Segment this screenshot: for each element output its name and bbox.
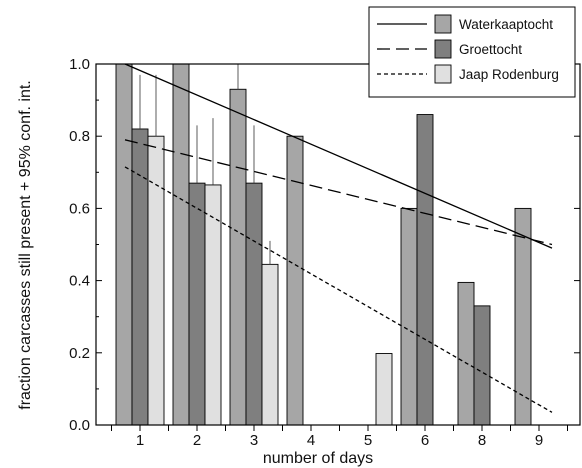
bar	[473, 305, 491, 426]
bars-layer	[115, 63, 532, 426]
bar	[188, 182, 206, 426]
x-tick-label: 2	[193, 432, 201, 449]
bar	[400, 207, 418, 426]
legend-color-swatch	[434, 39, 452, 59]
bar	[172, 63, 190, 426]
y-tick-label: 0.8	[69, 128, 90, 145]
bar	[375, 353, 393, 426]
x-tick-label: 8	[478, 432, 486, 449]
legend-color-swatch	[434, 64, 452, 84]
x-tick-label: 6	[421, 432, 429, 449]
x-tick-label: 5	[364, 432, 372, 449]
bar	[261, 263, 279, 426]
x-tick-label: 1	[136, 432, 144, 449]
bar	[147, 135, 165, 426]
plot-frame	[95, 63, 581, 426]
legend-label: Jaap Rodenburg	[459, 67, 559, 82]
y-tick-label: 0.2	[69, 345, 90, 362]
bar	[416, 114, 434, 426]
x-tick-label: 9	[535, 432, 543, 449]
legend-color-swatch	[434, 14, 452, 34]
x-axis: 1 2 3 4 5 6 8 9	[111, 425, 568, 449]
bar	[245, 182, 263, 426]
legend: Waterkaaptocht Groettocht Jaap Rodenburg	[368, 6, 576, 98]
bar	[286, 135, 304, 426]
trend-line	[124, 166, 553, 413]
y-tick-label: 0.6	[69, 200, 90, 217]
legend-label: Waterkaaptocht	[459, 17, 553, 32]
bar	[457, 281, 475, 426]
y-tick-label: 1.0	[69, 56, 90, 73]
trend-line	[124, 139, 553, 246]
x-tick-label: 4	[307, 432, 315, 449]
y-tick-label: 0.0	[69, 417, 90, 434]
bar	[229, 88, 247, 426]
trend-line	[124, 63, 553, 249]
bar	[514, 207, 532, 426]
y-axis: 0.0 0.2 0.4 0.6 0.8 1.0	[69, 56, 580, 434]
bar	[131, 128, 149, 426]
y-axis-label: fraction carcasses still present + 95% c…	[17, 80, 34, 409]
y-tick-label: 0.4	[69, 273, 90, 290]
error-bars-layer	[139, 64, 271, 265]
x-axis-label: number of days	[263, 450, 373, 467]
x-tick-label: 3	[250, 432, 258, 449]
trend-lines-layer	[124, 63, 553, 413]
legend-box	[368, 6, 576, 98]
bar	[115, 63, 133, 426]
legend-label: Groettocht	[459, 42, 522, 57]
